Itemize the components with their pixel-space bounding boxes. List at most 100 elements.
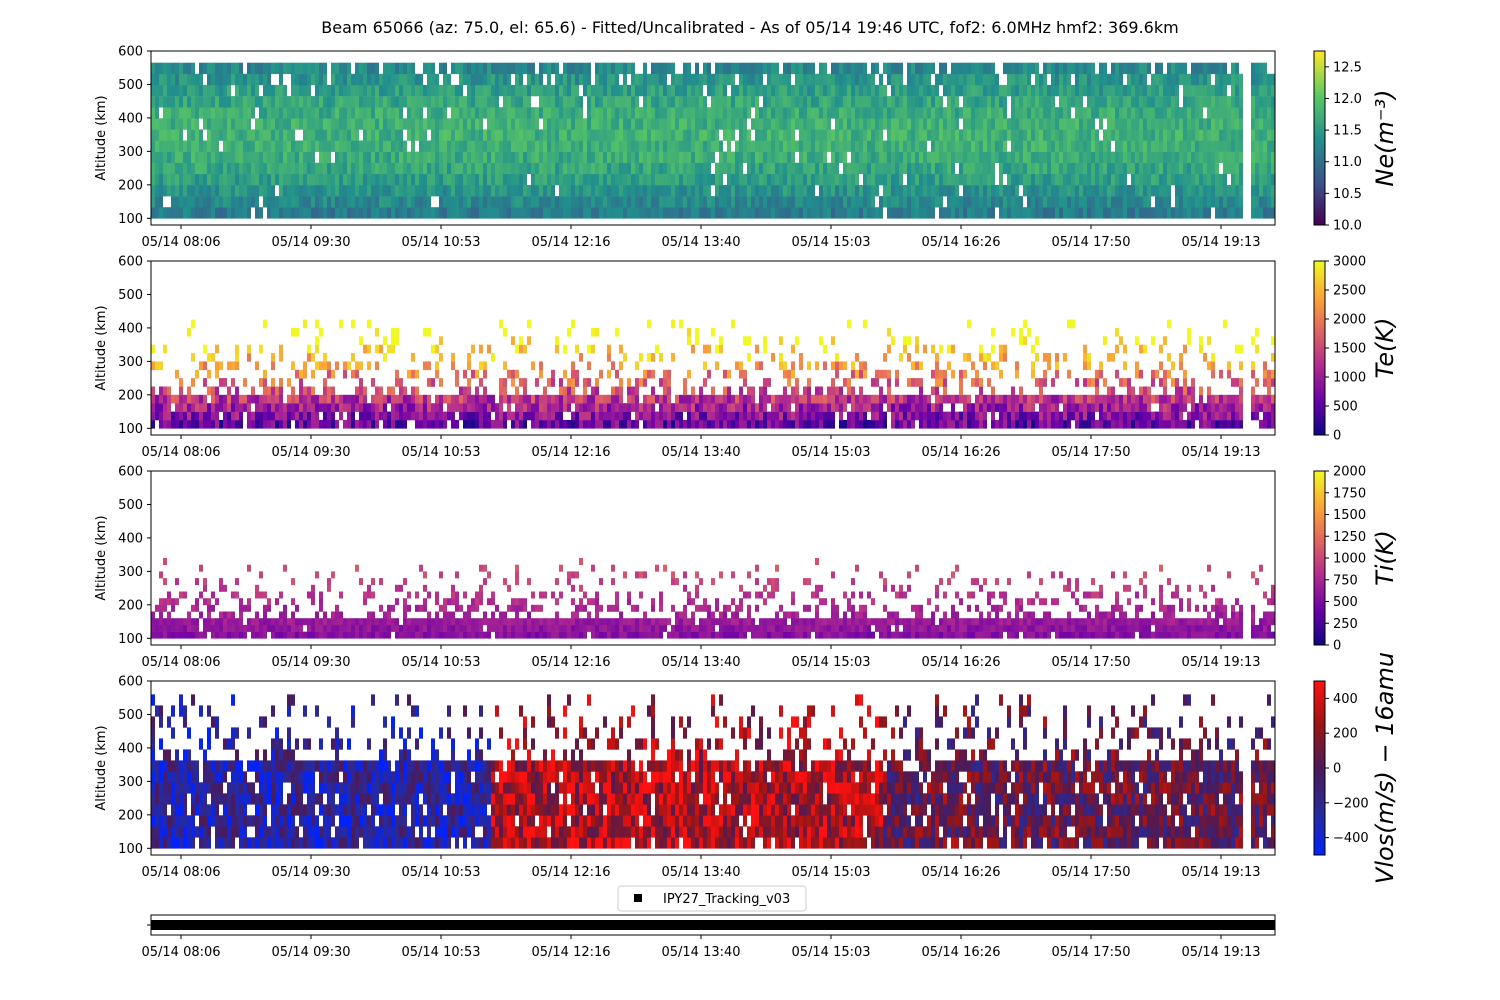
heatmap-cell [967, 129, 971, 141]
heatmap-cell [643, 129, 647, 141]
heatmap-cell [807, 361, 811, 371]
heatmap-cell [971, 173, 975, 186]
heatmap-cell [327, 419, 331, 429]
heatmap-cell [839, 118, 843, 130]
heatmap-cell [911, 107, 915, 119]
heatmap-cell [391, 73, 395, 86]
heatmap-cell [739, 419, 743, 429]
heatmap-cell [771, 196, 775, 208]
heatmap-cell [375, 151, 379, 163]
heatmap-cell [171, 140, 175, 152]
heatmap-cell [235, 394, 239, 404]
heatmap-cell [691, 207, 695, 219]
heatmap-cell [847, 319, 851, 329]
heatmap-cell [931, 207, 935, 219]
heatmap-cell [1223, 62, 1227, 75]
heatmap-cell [295, 394, 299, 404]
heatmap-cell [1239, 140, 1243, 152]
heatmap-cell [1107, 129, 1111, 141]
heatmap-cell [439, 196, 443, 208]
heatmap-cell [751, 386, 755, 396]
heatmap-cell [247, 162, 251, 175]
heatmap-cell [339, 185, 343, 197]
heatmap-cell [915, 336, 919, 345]
heatmap-cell [475, 118, 479, 130]
heatmap-cell [803, 118, 807, 130]
heatmap-cell [291, 173, 295, 186]
heatmap-cell [519, 185, 523, 197]
heatmap-cell [835, 386, 839, 396]
heatmap-cell [979, 73, 983, 86]
heatmap-cell [171, 118, 175, 130]
heatmap-cell [175, 411, 179, 421]
heatmap-cell [1143, 196, 1147, 208]
heatmap-cell [635, 386, 639, 396]
heatmap-cell [855, 162, 859, 175]
heatmap-cell [307, 107, 311, 119]
heatmap-cell [959, 129, 963, 141]
heatmap-cell [891, 129, 895, 141]
heatmap-cell [387, 185, 391, 197]
heatmap-cell [339, 403, 343, 412]
heatmap-cell [527, 403, 531, 412]
heatmap-cell [791, 361, 795, 371]
heatmap-cell [367, 361, 371, 371]
heatmap-cell [863, 419, 867, 429]
heatmap-cell [211, 403, 215, 412]
heatmap-cell [939, 185, 943, 197]
heatmap-cell [331, 419, 335, 429]
heatmap-cell [347, 151, 351, 163]
heatmap-cell [983, 107, 987, 119]
heatmap-cell [991, 73, 995, 86]
heatmap-cell [1151, 173, 1155, 186]
heatmap-cell [1055, 129, 1059, 141]
heatmap-cell [783, 207, 787, 219]
heatmap-cell [915, 344, 919, 354]
heatmap-cell [899, 207, 903, 219]
heatmap-cell [863, 162, 867, 175]
heatmap-cell [887, 369, 891, 379]
heatmap-cell [211, 84, 215, 97]
heatmap-cell [535, 207, 539, 219]
heatmap-cell [731, 173, 735, 186]
heatmap-cell [335, 107, 339, 119]
heatmap-cell [1263, 207, 1267, 219]
heatmap-cell [1259, 196, 1263, 208]
heatmap-cell [599, 185, 603, 197]
heatmap-cell [639, 129, 643, 141]
heatmap-cell [719, 403, 723, 412]
heatmap-cell [1159, 96, 1163, 108]
heatmap-cell [271, 118, 275, 130]
heatmap-cell [223, 62, 227, 75]
heatmap-cell [455, 62, 459, 75]
heatmap-cell [387, 107, 391, 119]
heatmap-cell [1187, 96, 1191, 108]
heatmap-cell [719, 162, 723, 175]
heatmap-cell [643, 84, 647, 97]
heatmap-cell [243, 129, 247, 141]
heatmap-cell [555, 118, 559, 130]
heatmap-cell [543, 96, 547, 108]
heatmap-cell [219, 62, 223, 75]
heatmap-cell [595, 62, 599, 75]
heatmap-cell [815, 162, 819, 175]
heatmap-cell [711, 140, 715, 152]
heatmap-cell [899, 96, 903, 108]
heatmap-cell [203, 207, 207, 219]
heatmap-cell [807, 419, 811, 429]
heatmap-cell [791, 62, 795, 75]
heatmap-cell [663, 378, 667, 387]
heatmap-cell [411, 411, 415, 421]
heatmap-cell [959, 173, 963, 186]
heatmap-cell [1143, 62, 1147, 75]
heatmap-cell [471, 140, 475, 152]
heatmap-cell [331, 129, 335, 141]
heatmap-cell [947, 140, 951, 152]
heatmap-cell [1155, 140, 1159, 152]
heatmap-cell [383, 185, 387, 197]
heatmap-cell [231, 140, 235, 152]
heatmap-cell [787, 207, 791, 219]
heatmap-cell [1151, 96, 1155, 108]
heatmap-cell [735, 207, 739, 219]
heatmap-cell [283, 196, 287, 208]
